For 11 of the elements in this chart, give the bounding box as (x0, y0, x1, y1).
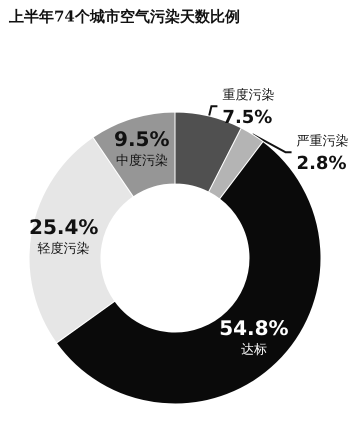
slice-label: 严重污染 (296, 134, 349, 149)
slice-label: 重度污染 (222, 86, 274, 103)
data-label: 7.5% (222, 106, 272, 128)
slice-label: 中度污染 (116, 152, 168, 168)
slice-label: 轻度污染 (38, 240, 90, 257)
data-label: 9.5% (114, 126, 170, 151)
data-label: 2.8% (296, 152, 346, 174)
slice-label: 达标 (240, 342, 267, 358)
data-label: 25.4% (29, 215, 98, 240)
chart-title: 上半年74个城市空气污染天数比例 (8, 8, 240, 26)
data-label: 54.8% (219, 316, 289, 340)
